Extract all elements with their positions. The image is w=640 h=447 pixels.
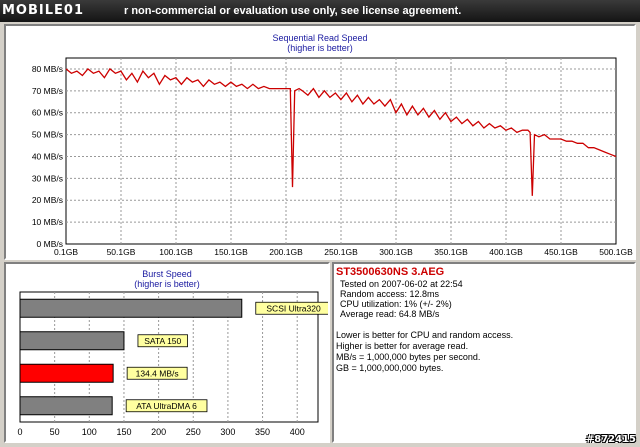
burst-x-tick-label: 0: [17, 427, 22, 437]
logo-text: MOBILE01: [2, 3, 84, 18]
sequential-read-chart: Sequential Read Speed(higher is better) 0…: [32, 33, 633, 257]
y-tick-label: 0 MB/s: [37, 239, 63, 249]
note-gb-definition: GB = 1,000,000,000 bytes.: [336, 363, 444, 373]
x-tick-label: 300.1GB: [379, 247, 413, 257]
x-tick-label: 400.1GB: [489, 247, 523, 257]
mobile01-logo: MOBILE01: [2, 1, 124, 21]
burst-bar-label: ATA UltraDMA 6: [136, 401, 197, 411]
burst-x-tick-label: 100: [82, 427, 97, 437]
y-tick-label: 70 MB/s: [32, 86, 63, 96]
burst-bar: [19, 331, 125, 351]
burst-speed-panel: Burst Speed (higher is better) 0 50 100 150 20…: [4, 262, 332, 443]
x-tick-label: 200.1GB: [269, 247, 303, 257]
y-tick-label: 30 MB/s: [32, 173, 63, 183]
average-read-text: Average read: 64.8 MB/s: [340, 309, 440, 319]
burst-bar: [19, 298, 243, 318]
note-lower-better: Lower is better for CPU and random acces…: [336, 330, 514, 340]
burst-bar-label: SCSI Ultra320: [266, 303, 321, 313]
random-access-text: Random access: 12.8ms: [340, 289, 440, 299]
y-tick-label: 80 MB/s: [32, 64, 63, 74]
burst-chart-subtitle: (higher is better): [134, 279, 200, 289]
note-mbps-definition: MB/s = 1,000,000 bytes per second.: [336, 352, 481, 362]
chart-subtitle: (higher is better): [287, 43, 353, 53]
burst-bar: [19, 396, 113, 416]
burst-bar: [19, 363, 114, 383]
sequential-read-panel: Sequential Read Speed (higher is better) 0…: [4, 24, 636, 260]
y-tick-label: 10 MB/s: [32, 217, 63, 227]
burst-x-tick-label: 150: [116, 427, 131, 437]
y-tick-label: 40 MB/s: [32, 151, 63, 161]
burst-x-tick-label: 400: [290, 427, 305, 437]
chart-title: Sequential Read Speed: [272, 33, 367, 43]
burst-x-tick-label: 200: [151, 427, 166, 437]
burst-chart-title: Burst Speed: [142, 269, 192, 279]
x-tick-label: 100.1GB: [159, 247, 193, 257]
y-tick-label: 60 MB/s: [32, 108, 63, 118]
x-tick-label: 250.1GB: [324, 247, 358, 257]
x-tick-label: 50.1GB: [107, 247, 136, 257]
note-higher-better: Higher is better for average read.: [336, 341, 469, 351]
burst-x-tick-label: 250: [186, 427, 201, 437]
burst-bar-label-box: [137, 334, 188, 348]
x-tick-label: 500.1GB: [599, 247, 633, 257]
x-tick-label: 150.1GB: [214, 247, 248, 257]
burst-x-tick-label: 300: [220, 427, 235, 437]
x-tick-label: 0.1GB: [54, 247, 78, 257]
y-tick-label: 20 MB/s: [32, 195, 63, 205]
cpu-utilization-text: CPU utilization: 1% (+/- 2%): [340, 299, 452, 309]
burst-x-tick-label: 50: [50, 427, 60, 437]
drive-model-title: ST3500630NS 3.AEG: [336, 266, 445, 278]
burst-bar-label: SATA 150: [144, 336, 181, 346]
title-bar: MOBILE01 r non-commercial or evaluation …: [0, 0, 640, 22]
window-title: r non-commercial or evaluation use only,…: [124, 5, 462, 17]
burst-bar-label-box: [126, 366, 188, 380]
x-tick-label: 350.1GB: [434, 247, 468, 257]
drive-info-panel: ST3500630NS 3.AEG Tested on 2007-06-02 a…: [332, 262, 636, 443]
burst-bar-label: 134.4 MB/s: [136, 368, 179, 378]
burst-speed-chart: Burst Speed(higher is better) 0 50 100 150 20…: [17, 269, 332, 437]
read-speed-line: [65, 67, 617, 196]
x-tick-label: 450.1GB: [544, 247, 578, 257]
burst-x-tick-label: 350: [255, 427, 270, 437]
watermark-id: #872415: [585, 434, 636, 445]
tested-on-text: Tested on 2007-06-02 at 22:54: [340, 279, 463, 289]
y-tick-label: 50 MB/s: [32, 130, 63, 140]
burst-bar-label-box: [125, 399, 208, 413]
